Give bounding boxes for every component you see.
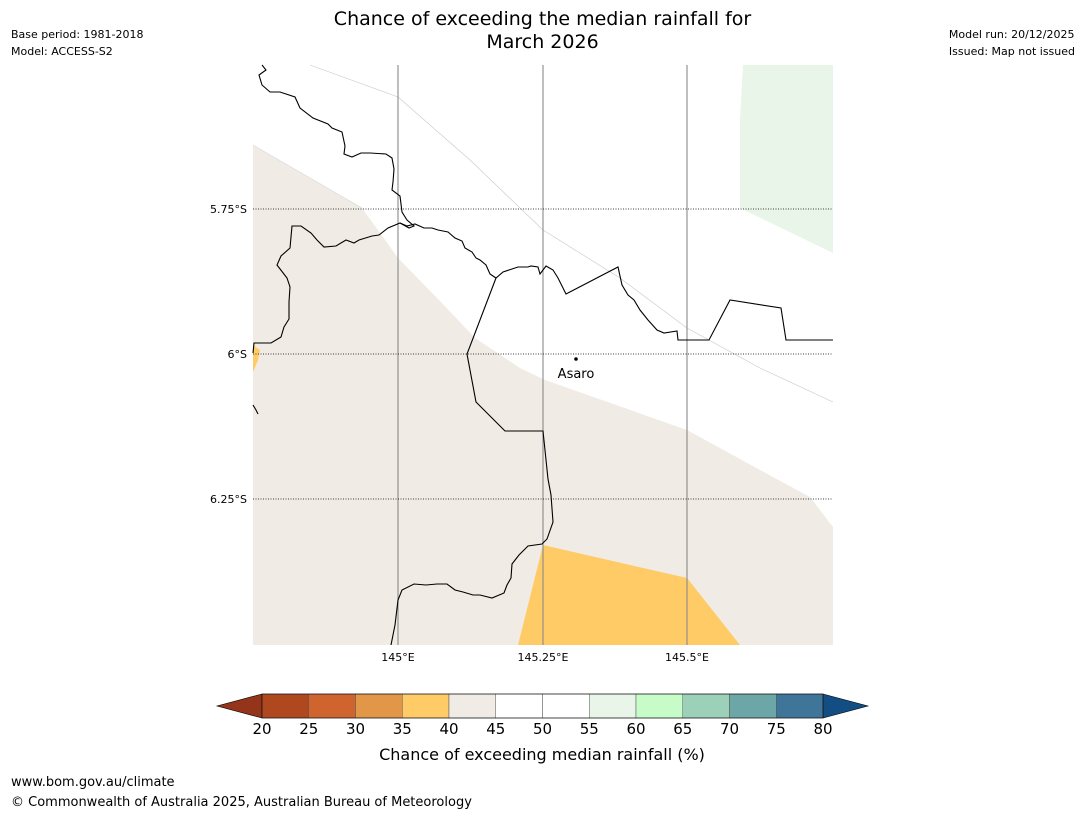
colorbar: 20 25 30 35 40 45 50 55 60 65 70 75 80 <box>215 693 870 738</box>
region-35-40 <box>518 545 740 645</box>
colorbar-tick-label: 70 <box>720 720 739 738</box>
colorbar-tick-label: 35 <box>393 720 412 738</box>
colorbar-tick-label: 30 <box>346 720 365 738</box>
province-border-north <box>252 64 416 354</box>
colorbar-tick-label: 60 <box>626 720 645 738</box>
meta-right: Model run: 20/12/2025 Issued: Map not is… <box>949 26 1075 60</box>
colorbar-segment <box>448 693 496 719</box>
lon-labels: 145°E 145.25°E 145.5°E <box>381 651 709 664</box>
colorbar-segment <box>402 693 450 719</box>
colorbar-over-arrow <box>822 693 870 719</box>
title-line-1: Chance of exceeding the median rainfall … <box>333 8 752 30</box>
colorbar-tick-label: 75 <box>767 720 786 738</box>
footer-url[interactable]: www.bom.gov.au/climate <box>11 775 175 790</box>
colorbar-segment <box>682 693 730 719</box>
lon-label-145-5: 145.5°E <box>665 651 709 664</box>
colorbar-tick-label: 65 <box>673 720 692 738</box>
colorbar-ticks: 20 25 30 35 40 45 50 55 60 65 70 75 80 <box>252 720 832 738</box>
region-35-40-left <box>253 345 260 372</box>
colorbar-segment <box>308 693 356 719</box>
lat-label-6-25: 6.25°S <box>210 493 247 506</box>
town-label: Asaro <box>558 367 595 382</box>
colorbar-segment <box>729 693 777 719</box>
province-border-south <box>390 277 554 646</box>
model-name: Model: ACCESS-S2 <box>11 45 113 58</box>
lat-labels: 5.75°S 6°S 6.25°S <box>210 203 247 506</box>
colorbar-tick-label: 25 <box>299 720 318 738</box>
colorbar-segment <box>355 693 403 719</box>
footer-copyright: © Commonwealth of Australia 2025, Austra… <box>11 795 472 810</box>
issued-status: Issued: Map not issued <box>948 45 1075 58</box>
lat-label-5-75: 5.75°S <box>210 203 247 216</box>
colorbar-segment <box>261 693 309 719</box>
lat-label-6: 6°S <box>228 348 247 361</box>
lon-label-145-25: 145.25°E <box>518 651 569 664</box>
contour-line-2 <box>252 144 363 209</box>
model-run: Model run: 20/12/2025 <box>948 28 1075 41</box>
colorbar-segment <box>635 693 683 719</box>
colorbar-segments <box>261 693 824 719</box>
region-55-60 <box>740 65 833 253</box>
colorbar-segment <box>589 693 637 719</box>
meta-left: Base period: 1981-2018 Model: ACCESS-S2 <box>11 26 143 60</box>
province-border-central <box>399 222 833 341</box>
colorbar-tick-label: 20 <box>252 720 271 738</box>
lon-label-145: 145°E <box>381 651 414 664</box>
colorbar-tick-label: 80 <box>813 720 832 738</box>
map-title: Chance of exceeding the median rainfall … <box>0 8 1085 54</box>
colorbar-outline <box>261 693 824 719</box>
colorbar-segment <box>776 693 824 719</box>
contour-line-1 <box>309 64 834 403</box>
colorbar-segment <box>495 693 543 719</box>
province-border-west-stub <box>252 404 259 415</box>
map-panel: Asaro <box>252 64 834 646</box>
colorbar-tick-label: 50 <box>533 720 552 738</box>
town-marker <box>574 357 578 361</box>
colorbar-label: Chance of exceeding median rainfall (%) <box>379 745 705 764</box>
colorbar-under-arrow <box>215 693 263 719</box>
colorbar-segment <box>542 693 590 719</box>
base-period: Base period: 1981-2018 <box>11 28 144 41</box>
colorbar-tick-label: 40 <box>439 720 458 738</box>
title-line-2: March 2026 <box>486 31 599 53</box>
colorbar-tick-label: 45 <box>486 720 505 738</box>
colorbar-tick-label: 55 <box>580 720 599 738</box>
